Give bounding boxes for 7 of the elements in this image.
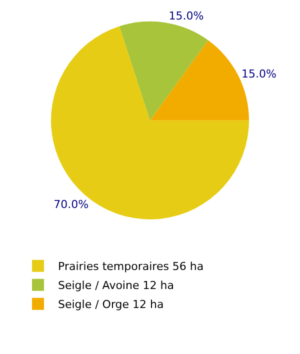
legend-label: Prairies temporaires 56 ha — [58, 260, 204, 274]
data-label: 70.0% — [54, 198, 89, 212]
data-label: 15.0% — [241, 68, 276, 81]
legend-label: Seigle / Avoine 12 ha — [58, 279, 174, 292]
data-label: 15.0% — [168, 10, 204, 23]
legend-label: Seigle / Orge 12 ha — [58, 298, 164, 312]
pie-slice — [119, 21, 208, 120]
